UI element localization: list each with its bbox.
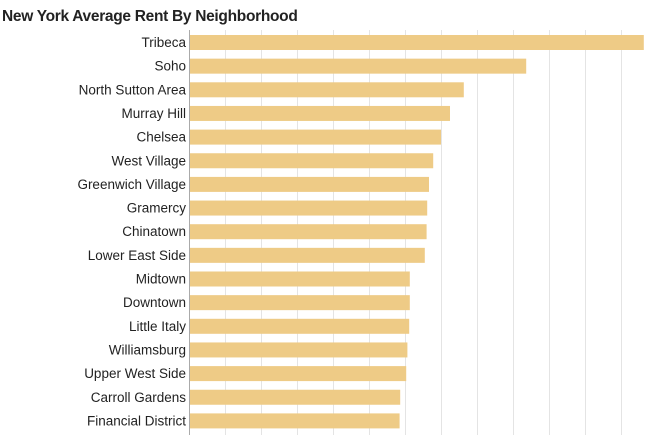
category-label: Greenwich Village [77, 177, 186, 192]
bar-soho [190, 58, 527, 74]
category-label: Williamsburg [109, 342, 186, 357]
chart-title: New York Average Rent By Neighborhood [2, 8, 298, 25]
category-label: West Village [111, 153, 186, 168]
bar-west-village [190, 153, 434, 169]
bar-north-sutton-area [190, 82, 464, 98]
category-label: Lower East Side [88, 248, 186, 263]
category-label: Murray Hill [121, 106, 186, 121]
bar-midtown [190, 271, 410, 287]
bar-gramercy [190, 200, 428, 216]
category-label: Chelsea [136, 130, 186, 145]
bar-little-italy [190, 318, 410, 334]
bar-greenwich-village [190, 176, 429, 192]
bar-carroll-gardens [190, 389, 401, 405]
bar-chelsea [190, 129, 441, 145]
category-label: Chinatown [122, 224, 186, 239]
category-label: Soho [154, 59, 186, 74]
bars [190, 35, 644, 429]
bar-upper-west-side [190, 366, 407, 382]
category-label: Little Italy [129, 319, 186, 334]
bar-downtown [190, 295, 410, 311]
category-labels: Tribeca Soho North Sutton Area Murray Hill C… [77, 35, 186, 428]
bar-williamsburg [190, 342, 408, 358]
category-label: Gramercy [127, 201, 187, 216]
category-label: Downtown [123, 295, 186, 310]
bar-murray-hill [190, 105, 450, 121]
category-label: North Sutton Area [79, 82, 187, 97]
bar-chinatown [190, 224, 427, 240]
category-label: Upper West Side [84, 366, 186, 381]
category-label: Tribeca [141, 35, 186, 50]
category-label: Midtown [136, 272, 186, 287]
bar-financial-district [190, 413, 400, 429]
category-label: Carroll Gardens [91, 390, 187, 405]
bar-lower-east-side [190, 247, 425, 263]
bar-tribeca [190, 35, 644, 50]
category-label: Financial District [87, 413, 186, 428]
